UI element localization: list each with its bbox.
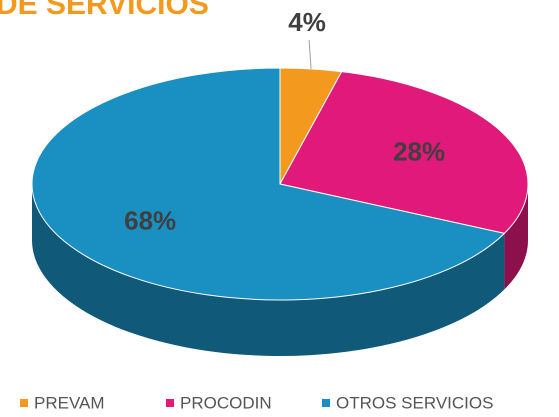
data-label: 68% [124, 205, 176, 235]
chart-title: DE SERVICIOS [0, 0, 209, 21]
legend-label: OTROS SERVICIOS [336, 393, 493, 412]
slice [31, 67, 506, 301]
legend-swatch [166, 399, 174, 407]
legend-swatch [322, 399, 330, 407]
data-label: 28% [393, 136, 445, 166]
data-label: 4% [288, 7, 326, 37]
leader-line [308, 39, 312, 69]
slice [279, 71, 529, 234]
slice-side [32, 184, 505, 356]
legend-label: PREVAM [34, 393, 105, 412]
legend-swatch [20, 399, 28, 407]
legend-label: PROCODIN [180, 393, 272, 412]
